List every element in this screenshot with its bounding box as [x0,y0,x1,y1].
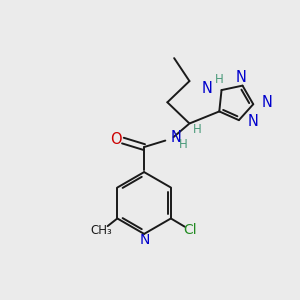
Text: N: N [201,81,212,96]
Text: Cl: Cl [183,223,197,237]
Text: N: N [247,114,258,129]
Text: H: H [193,123,202,136]
Text: N: N [140,233,150,248]
Text: H: H [178,138,187,151]
Text: N: N [171,130,182,145]
Text: O: O [111,133,122,148]
Text: N: N [262,95,272,110]
Text: H: H [215,73,224,86]
Text: N: N [236,70,247,85]
Text: CH₃: CH₃ [90,224,112,237]
